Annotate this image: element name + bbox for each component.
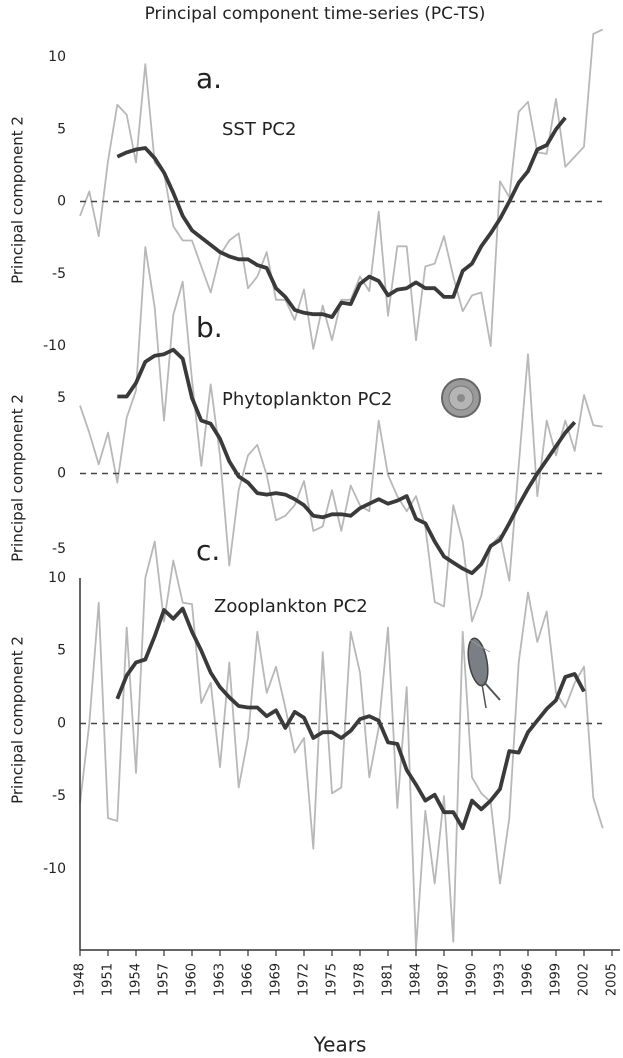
x-tick-label: 1954 [129,963,144,996]
y-tick-label: 5 [57,390,66,406]
raw-series-line [79,28,604,350]
raw-series-line [79,246,603,623]
x-tick-label: 1981 [381,963,396,996]
panel [79,540,604,950]
y-tick-label: -5 [52,541,66,557]
y-tick-label: 5 [57,643,66,659]
panel-label: c. [196,534,220,567]
y-tick-label: 0 [57,466,66,482]
x-tick-label: 1948 [73,963,88,996]
y-tick-label: 10 [48,570,66,586]
panel [79,246,603,623]
y-tick-label: 10 [48,49,66,65]
y-axis-label: Principal component 2 [9,394,27,562]
y-tick-label: -5 [52,266,66,282]
x-axis-label: Years [313,1033,367,1057]
x-tick-label: 1966 [241,963,256,996]
x-tick-label: 1996 [521,963,536,996]
y-axis-label: Principal component 2 [9,116,27,284]
x-tick-label: 1987 [437,963,452,996]
x-tick-label: 1963 [213,963,228,996]
smoothed-series-line [116,116,567,319]
x-tick-label: 1951 [101,963,116,996]
smoothed-series-line [117,347,577,576]
panel [79,28,604,350]
panel-subtitle: Phytoplankton PC2 [222,389,392,410]
panel-label: b. [196,311,223,344]
x-tick-label: 1984 [409,963,424,996]
x-tick-label: 1978 [353,963,368,996]
y-tick-label: -5 [52,788,66,804]
x-tick-label: 1975 [325,963,340,996]
x-tick-label: 1972 [297,963,312,996]
diatom-icon [441,378,481,418]
chart-title: Principal component time-series (PC-TS) [145,4,486,24]
panel-label: a. [196,62,222,95]
x-tick-label: 1969 [269,963,284,996]
y-axis-label: Principal component 2 [9,636,27,804]
x-tick-label: 2005 [605,963,620,996]
panel-subtitle: SST PC2 [222,119,296,140]
x-tick-label: 1957 [157,963,172,996]
x-tick-label: 1990 [465,963,480,996]
x-tick-label: 1960 [185,963,200,996]
x-tick-label: 1993 [493,963,508,996]
x-tick-label: 2002 [577,963,592,996]
panel-subtitle: Zooplankton PC2 [214,596,368,617]
y-tick-label: 0 [57,194,66,210]
raw-series-line [79,540,604,950]
smoothed-series-line [115,606,586,831]
x-tick-label: 1999 [549,963,564,996]
copepod-icon [467,637,501,709]
y-tick-label: -10 [43,861,66,877]
y-tick-label: 0 [57,715,66,731]
y-tick-label: 5 [57,121,66,137]
y-tick-label: -10 [43,338,66,354]
